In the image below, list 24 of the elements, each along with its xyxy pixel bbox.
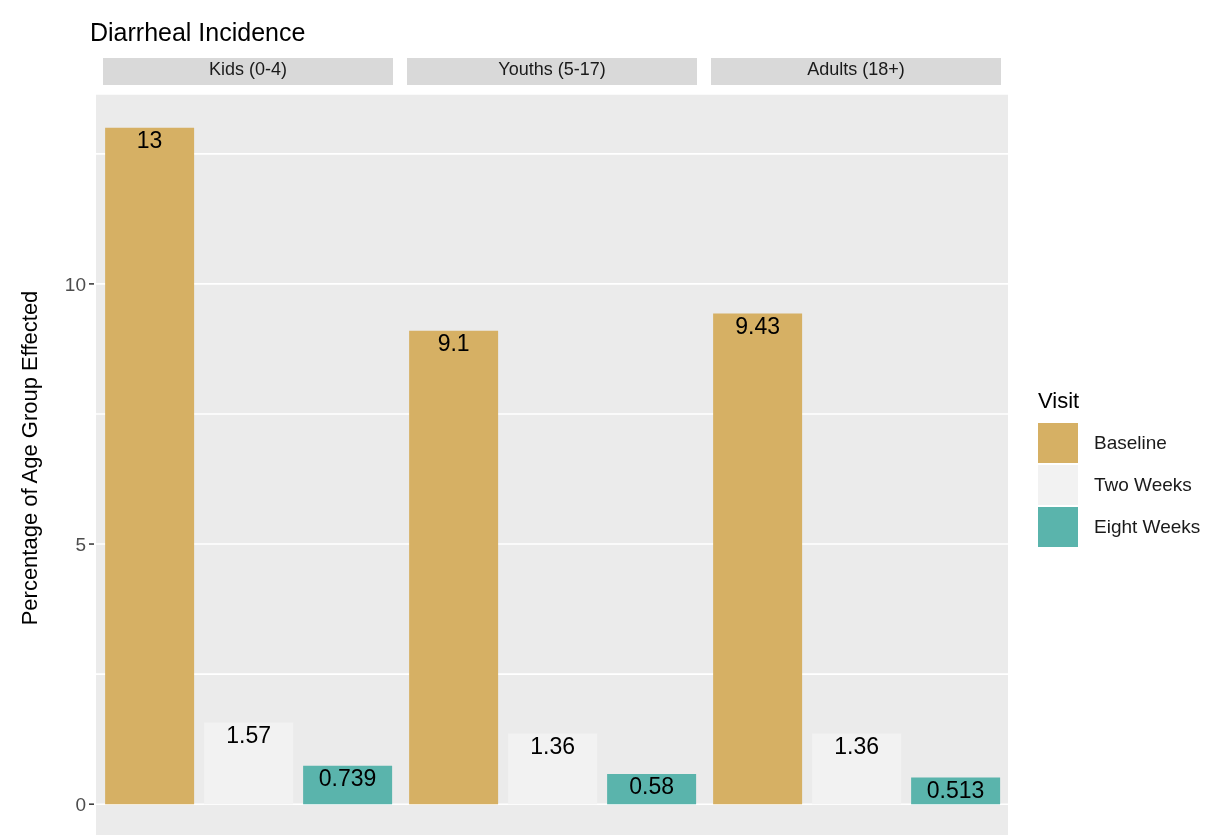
data-label: 1.57 bbox=[226, 721, 271, 748]
legend-label: Two Weeks bbox=[1094, 474, 1192, 496]
y-axis-title: Percentage of Age Group Effected bbox=[17, 290, 43, 626]
data-label: 0.739 bbox=[318, 765, 377, 792]
legend-label: Eight Weeks bbox=[1094, 516, 1201, 538]
data-label: 0.513 bbox=[926, 776, 985, 803]
chart-title: Diarrheal Incidence bbox=[90, 18, 306, 47]
data-label: 13 bbox=[136, 127, 163, 154]
data-label: 1.36 bbox=[530, 732, 575, 759]
x-tick-label: Kids (0-4) bbox=[208, 59, 288, 80]
y-tick-label: 5 bbox=[75, 533, 86, 555]
y-tick-label: 0 bbox=[75, 793, 86, 815]
data-label: 9.1 bbox=[437, 330, 470, 357]
data-label: 1.36 bbox=[834, 732, 879, 759]
legend-label: Baseline bbox=[1094, 432, 1167, 454]
x-tick-label: Youths (5-17) bbox=[498, 59, 606, 80]
bar bbox=[105, 127, 195, 805]
y-tick-label: 10 bbox=[64, 273, 86, 295]
bar bbox=[409, 330, 499, 805]
x-tick-label: Adults (18+) bbox=[807, 59, 905, 80]
data-label: 0.58 bbox=[629, 773, 674, 800]
data-label: 9.43 bbox=[735, 312, 780, 339]
legend-title: Visit bbox=[1038, 388, 1081, 414]
bar bbox=[713, 313, 803, 805]
